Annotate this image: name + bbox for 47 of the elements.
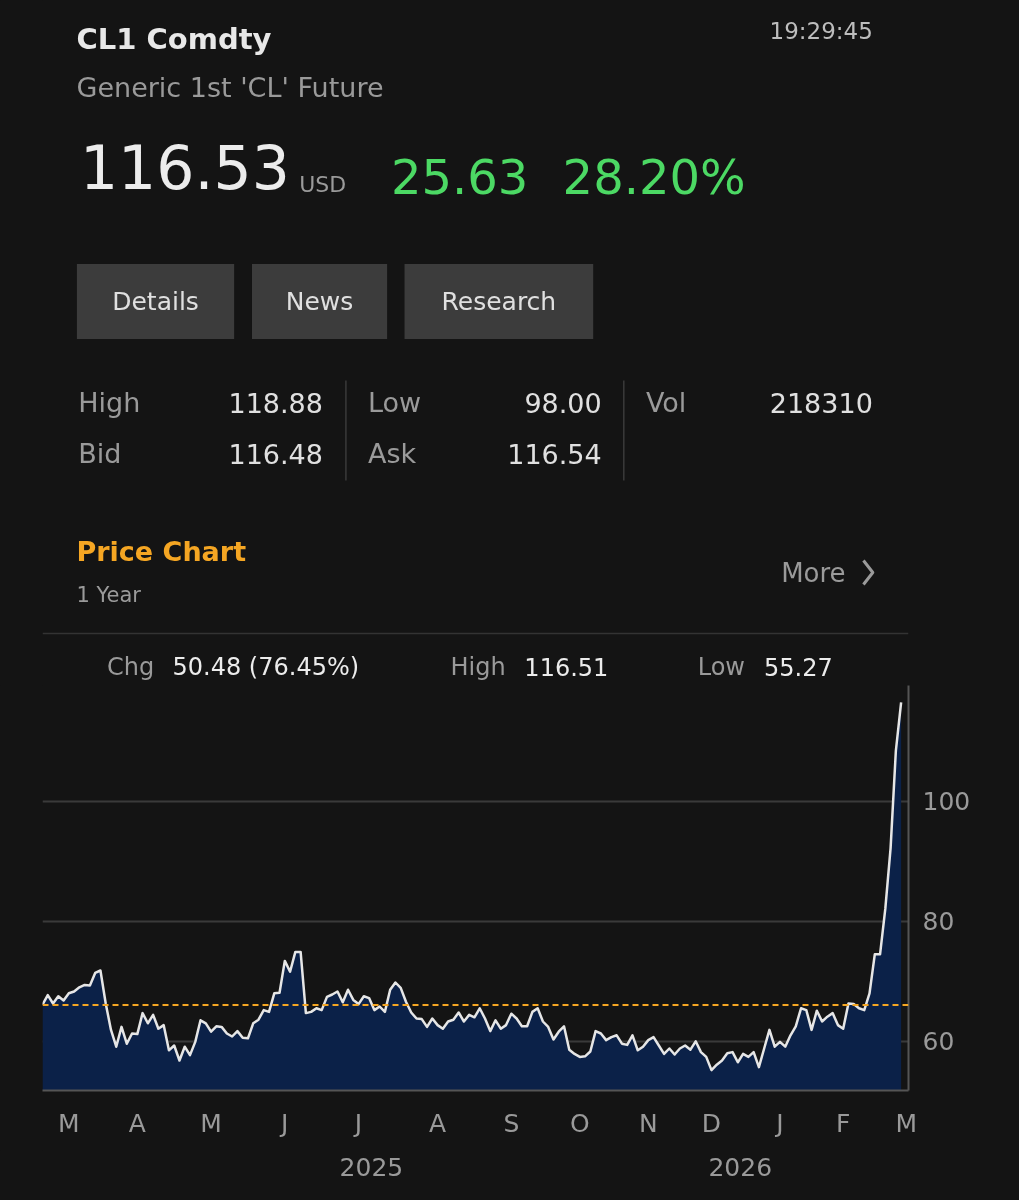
text: 2025 bbox=[339, 1152, 404, 1182]
y-tick-label: 80 bbox=[922, 907, 955, 937]
x-tick-label: J bbox=[774, 1108, 784, 1138]
x-tick-label: M bbox=[895, 1108, 918, 1138]
x-tick-label: J bbox=[279, 1108, 289, 1138]
text: Price Chart bbox=[76, 536, 247, 567]
text: High bbox=[450, 652, 506, 681]
text: USD bbox=[299, 172, 347, 197]
y-tick-label: 60 bbox=[922, 1027, 955, 1057]
text: Ask bbox=[367, 438, 417, 469]
x-tick-label: M bbox=[58, 1108, 80, 1138]
x-tick-label: O bbox=[569, 1108, 590, 1138]
text: Vol bbox=[645, 387, 687, 418]
text: News bbox=[285, 287, 354, 316]
text: High bbox=[78, 387, 141, 418]
x-tick-label: M bbox=[200, 1108, 222, 1138]
text: 98.00 bbox=[524, 387, 602, 419]
text: Bid bbox=[78, 438, 122, 469]
x-tick-label: S bbox=[503, 1108, 520, 1138]
text: Details bbox=[112, 287, 199, 316]
text: 19:29:45 bbox=[769, 17, 873, 44]
x-tick-label: A bbox=[128, 1108, 146, 1138]
text: 116.48 bbox=[228, 438, 323, 470]
x-tick-label: N bbox=[638, 1108, 658, 1138]
text: 1 Year bbox=[76, 582, 142, 607]
chart-title: CL1 Comdty bbox=[76, 21, 272, 56]
text: More bbox=[781, 557, 846, 588]
text: 25.63 bbox=[390, 149, 529, 205]
text: Research bbox=[441, 287, 557, 316]
text: 118.88 bbox=[228, 387, 323, 419]
y-tick-label: 100 bbox=[922, 787, 971, 817]
x-tick-label: D bbox=[701, 1108, 722, 1138]
text: 2026 bbox=[708, 1152, 773, 1182]
text: Chg bbox=[107, 652, 155, 681]
x-tick-label: J bbox=[352, 1108, 363, 1138]
x-tick-label: A bbox=[429, 1108, 447, 1138]
x-tick-label: F bbox=[835, 1108, 851, 1138]
text: 28.20% bbox=[562, 148, 746, 205]
text: 116.53 bbox=[79, 133, 290, 203]
text: Low bbox=[697, 652, 745, 681]
text: 55.27 bbox=[764, 653, 833, 682]
text: 116.51 bbox=[524, 653, 609, 682]
text: 116.54 bbox=[507, 438, 602, 470]
text: Low bbox=[367, 387, 422, 418]
text: 50.48 (76.45%) bbox=[172, 652, 360, 681]
chart-subtitle: Generic 1st 'CL' Future bbox=[76, 72, 384, 103]
text: 218310 bbox=[769, 387, 873, 419]
